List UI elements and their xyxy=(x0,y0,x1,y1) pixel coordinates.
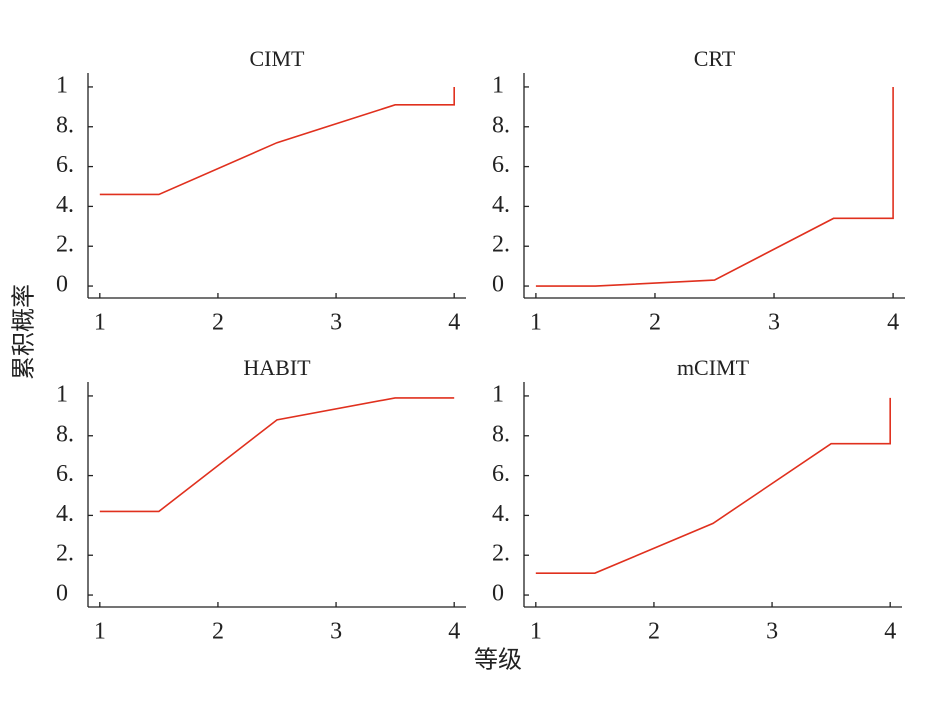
x-tick-label: 3 xyxy=(768,310,780,336)
data-line xyxy=(535,397,891,574)
y-tick-label: 8. xyxy=(492,421,510,447)
y-tick-label: 8. xyxy=(492,112,510,138)
y-tick-label: 2. xyxy=(56,541,74,567)
y-tick-label: 8. xyxy=(56,112,74,138)
x-tick-label: 3 xyxy=(766,619,778,645)
y-tick-label: 1 xyxy=(492,72,504,98)
data-line xyxy=(99,397,455,513)
y-tick-label: 2. xyxy=(56,232,74,258)
chart-title: mCIMT xyxy=(677,355,750,380)
y-tick-label: 6. xyxy=(492,152,510,178)
y-tick-label: 0 xyxy=(492,581,504,607)
chart-title: HABIT xyxy=(243,355,311,380)
x-tick-label: 4 xyxy=(448,619,460,645)
x-tick-label: 1 xyxy=(94,619,106,645)
y-tick-label: 4. xyxy=(56,501,74,527)
y-tick-label: 2. xyxy=(492,541,510,567)
y-tick-label: 0 xyxy=(492,272,504,298)
y-tick-label: 6. xyxy=(492,461,510,487)
x-tick-label: 2 xyxy=(649,310,661,336)
y-tick-label: 4. xyxy=(492,192,510,218)
y-axis-label: 累积概率 xyxy=(11,284,38,380)
y-tick-label: 0 xyxy=(56,581,68,607)
x-tick-label: 4 xyxy=(448,310,460,336)
y-tick-label: 1 xyxy=(56,381,68,407)
x-tick-label: 4 xyxy=(887,310,899,336)
x-tick-label: 1 xyxy=(94,310,106,336)
y-tick-label: 4. xyxy=(56,192,74,218)
y-tick-label: 8. xyxy=(56,421,74,447)
y-tick-label: 6. xyxy=(56,152,74,178)
y-tick-label: 1 xyxy=(492,381,504,407)
chart-title: CIMT xyxy=(250,46,306,71)
y-tick-label: 0 xyxy=(56,272,68,298)
data-line xyxy=(99,86,455,196)
data-line xyxy=(535,86,894,287)
x-tick-label: 4 xyxy=(884,619,896,645)
x-tick-label: 2 xyxy=(212,310,224,336)
y-tick-label: 1 xyxy=(56,72,68,98)
y-tick-label: 6. xyxy=(56,461,74,487)
y-tick-label: 2. xyxy=(492,232,510,258)
x-tick-label: 1 xyxy=(530,619,542,645)
chart-title: CRT xyxy=(694,46,736,71)
x-tick-label: 3 xyxy=(330,619,342,645)
x-tick-label: 2 xyxy=(648,619,660,645)
x-axis-label: 等级 xyxy=(474,647,522,674)
y-tick-label: 4. xyxy=(492,501,510,527)
x-tick-label: 3 xyxy=(330,310,342,336)
x-tick-label: 1 xyxy=(530,310,542,336)
x-tick-label: 2 xyxy=(212,619,224,645)
